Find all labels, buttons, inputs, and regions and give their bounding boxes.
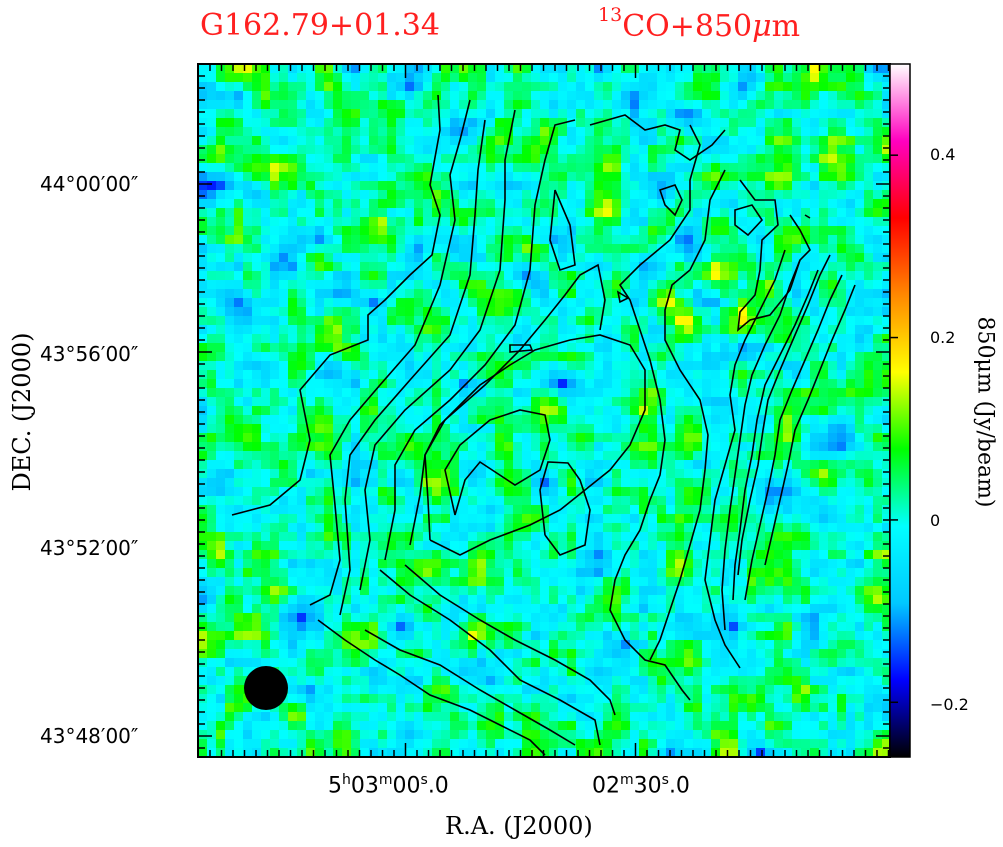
y-tick-label: 43°48′00″ [40, 724, 139, 748]
contour-line [339, 119, 486, 616]
colorbar-tick-label: 0.4 [930, 145, 956, 164]
contour-line [317, 619, 546, 756]
contour-line [309, 99, 471, 606]
contour-line [509, 344, 534, 353]
contour-line [589, 114, 726, 161]
contour-line [404, 564, 616, 716]
contour-line [732, 269, 819, 601]
contour-line [721, 259, 801, 631]
contour-line [609, 124, 701, 701]
x-tick-label: 02m30s.0 [592, 772, 690, 799]
contour-line [409, 263, 606, 546]
y-tick-label: 43°56′00″ [40, 342, 139, 366]
tracer-mu: μ [752, 9, 772, 44]
colorbar-tick-label: 0.2 [930, 328, 956, 347]
contour-line [658, 184, 683, 217]
beam-marker [244, 666, 288, 710]
tracer-name: CO+850 [622, 9, 753, 44]
y-tick-label: 43°52′00″ [40, 536, 139, 560]
contour-overlay [231, 94, 856, 756]
colorbar-tick-label: −0.2 [930, 695, 969, 714]
contour-line [704, 249, 786, 669]
y-tick-label: 44°00′00″ [40, 172, 139, 196]
x-tick-label: 5h03m00s.0 [328, 772, 449, 799]
contour-line [424, 334, 646, 556]
contour-line [379, 569, 601, 746]
contour-line [364, 629, 576, 746]
chart-title: G162.79+01.34 [200, 8, 440, 43]
contour-line [539, 461, 591, 556]
colorbar-ticks [890, 154, 898, 704]
y-axis-label: DEC. (J2000) [8, 332, 36, 492]
contour-line [804, 214, 811, 219]
contour-line [744, 274, 843, 601]
intensity-heatmap [198, 64, 890, 757]
contour-line [649, 169, 726, 661]
tracer-unit: m [771, 9, 801, 44]
contour-line [734, 204, 764, 237]
contour-line [764, 284, 856, 566]
colorbar [889, 63, 911, 758]
frame-ticks [198, 64, 890, 757]
x-axis-label: R.A. (J2000) [445, 812, 593, 840]
contour-line [736, 179, 811, 332]
colorbar-tick-label: 0 [930, 511, 941, 530]
colorbar-label: 850μm (Jy/beam) [972, 316, 998, 508]
tracer-superscript: 13 [598, 4, 623, 26]
contour-line [737, 254, 831, 576]
contour-line [616, 290, 630, 304]
contour-line [549, 189, 576, 272]
contour-line [444, 409, 551, 516]
contour-line [359, 109, 516, 591]
contour-line [231, 94, 441, 516]
chart-subtitle: 13CO+850μm [598, 4, 801, 44]
contour-line [384, 119, 576, 561]
